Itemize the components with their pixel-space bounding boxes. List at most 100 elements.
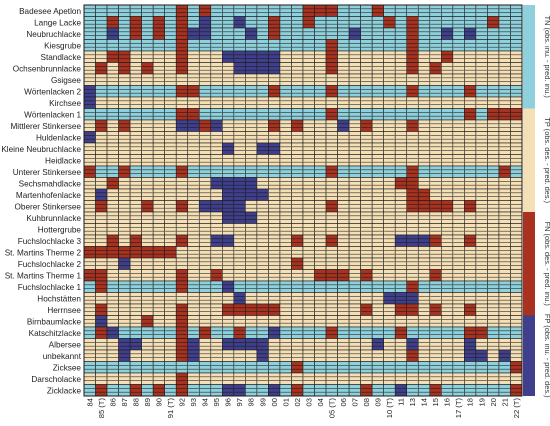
heatmap-cell [198,119,212,132]
heatmap-cell [406,96,419,109]
heatmap-cell [198,16,212,29]
heatmap-cell [245,372,258,385]
legend-band [523,108,535,212]
heatmap-cell [95,154,108,167]
heatmap-cell [118,4,131,17]
heatmap-cell [175,246,189,259]
heatmap-cell [510,246,523,259]
heatmap-cell [83,315,96,328]
row-label: St. Martins Therme 1 [5,271,82,280]
heatmap-cell [118,154,131,167]
heatmap-cell [164,223,177,236]
heatmap-cell [222,326,235,339]
x-tick-label: 02 [293,398,302,406]
heatmap-cell [360,85,373,98]
heatmap-cell [187,246,200,259]
x-tick-label: 05 (T) [327,398,336,419]
heatmap-cell [187,85,200,98]
heatmap-cell [141,119,154,132]
heatmap-cell [152,349,165,362]
heatmap-cell [314,200,327,213]
heatmap-cell [510,234,523,247]
heatmap-cell [233,292,246,305]
heatmap-cell [245,200,258,213]
heatmap-cell [510,188,523,201]
heatmap-cell [118,62,131,75]
heatmap-cell [348,303,361,316]
heatmap-cell [95,349,108,362]
heatmap-cell [429,349,442,362]
heatmap-cell [417,269,431,282]
heatmap-cell [325,303,338,316]
heatmap-cell [291,177,304,190]
heatmap-cell [441,119,454,132]
heatmap-cell [95,165,108,178]
heatmap-cell [371,62,384,75]
heatmap-cell [464,361,477,374]
heatmap-cell [394,177,408,190]
heatmap-cell [498,27,511,40]
heatmap-cell [256,165,269,178]
heatmap-cell [383,372,396,385]
heatmap-cell [129,16,142,29]
heatmap-cell [129,326,142,339]
heatmap-cell [198,269,212,282]
heatmap-cell [175,96,189,109]
heatmap-cell [417,384,431,397]
heatmap-cell [95,50,108,63]
legend-label: FP (obs. inu. - pred. des.) [543,314,550,398]
heatmap-cell [141,257,154,270]
heatmap-cell [106,188,119,201]
heatmap-cell [348,119,361,132]
heatmap-cell [325,361,338,374]
x-tick-label: 11 [397,398,406,406]
row-label: unbekannt [43,352,82,361]
heatmap-cell [314,16,327,29]
heatmap-cell [279,361,292,374]
heatmap-cell [360,165,373,178]
heatmap-cell [498,361,511,374]
heatmap-cell [394,27,408,40]
heatmap-cell [141,27,154,40]
heatmap-cell [360,62,373,75]
heatmap-cell [291,108,304,121]
heatmap-cell [452,200,465,213]
heatmap-cell [83,200,96,213]
x-tick-label: 86 [108,398,117,406]
heatmap-cell [222,154,235,167]
heatmap-cell [475,73,488,86]
heatmap-cell [371,338,384,351]
heatmap-cell [510,303,523,316]
heatmap-cell [337,188,350,201]
heatmap-cell [383,326,396,339]
heatmap-cell [83,16,96,29]
heatmap-cell [198,27,212,40]
heatmap-cell [152,108,165,121]
heatmap-cell [256,73,269,86]
heatmap-cell [83,223,96,236]
heatmap-cell [256,39,269,52]
heatmap-cell [394,326,408,339]
heatmap-cell [152,384,165,397]
heatmap-cell [348,131,361,144]
heatmap-cell [371,39,384,52]
heatmap-cell [394,257,408,270]
x-tick-label: 98 [247,398,256,406]
heatmap-cell [498,223,511,236]
heatmap-cell [441,85,454,98]
heatmap-cell [164,62,177,75]
heatmap-cell [348,384,361,397]
heatmap-cell [106,326,119,339]
heatmap-cell [475,50,488,63]
heatmap-cell [268,315,281,328]
heatmap-cell [510,372,523,385]
heatmap-cell [83,50,96,63]
heatmap-cell [210,165,223,178]
heatmap-cell [141,188,154,201]
heatmap-cell [95,177,108,190]
heatmap-cell [487,50,500,63]
heatmap-cell [198,50,212,63]
legend-band [523,315,535,396]
heatmap-cell [268,280,281,293]
heatmap-cell [417,246,431,259]
